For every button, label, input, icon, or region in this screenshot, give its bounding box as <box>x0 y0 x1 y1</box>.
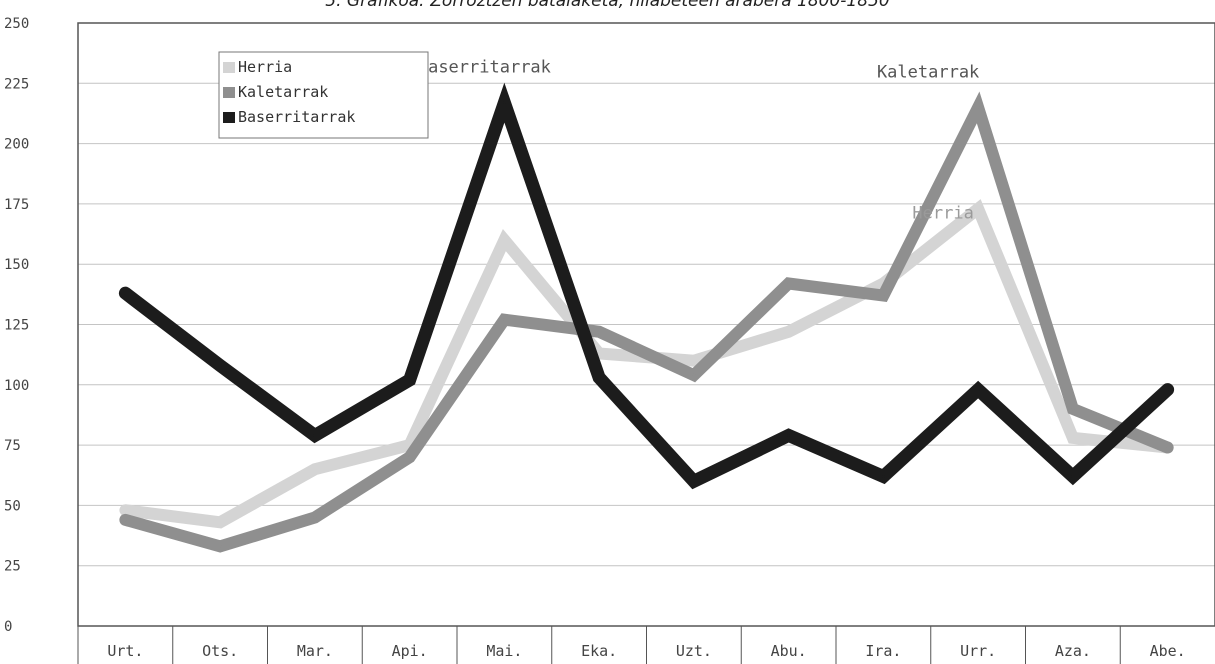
legend-swatch-kaletarrak <box>223 87 235 98</box>
data-point <box>313 515 317 519</box>
data-point <box>597 330 601 334</box>
y-tick-label: 25 <box>4 559 21 575</box>
x-tick-label: Uzt. <box>676 642 712 660</box>
data-point <box>597 376 601 380</box>
data-point <box>787 281 791 285</box>
data-point <box>976 388 980 392</box>
series-line-herria <box>119 199 1174 529</box>
data-point <box>787 433 791 437</box>
x-tick-label: Ira. <box>865 642 901 660</box>
y-tick-label: 250 <box>4 16 29 32</box>
series-line-baserritarrak <box>118 82 1175 490</box>
x-axis: Urt. Ots. Mar. Api. Mai. Eka. Uzt. Abu. Ira. Urr.… <box>77 626 1186 664</box>
legend-box <box>218 51 429 139</box>
x-tick-label: Api. <box>392 642 428 660</box>
chart-title: 5. Grafikoa: Zorroztzen bataiaketa, hila… <box>325 0 890 11</box>
y-tick-label: 100 <box>4 378 29 394</box>
data-point <box>597 351 601 355</box>
x-tick-label: Abu. <box>771 642 807 660</box>
x-tick-label: Mai. <box>486 642 522 660</box>
data-point <box>408 455 412 459</box>
data-point <box>1071 474 1075 478</box>
legend-swatch-baserritarrak <box>223 112 235 123</box>
legend-label: Kaletarrak <box>238 83 328 101</box>
data-point <box>787 330 791 334</box>
x-tick-label: Aza. <box>1055 642 1091 660</box>
y-tick-label: 150 <box>4 257 29 273</box>
x-tick-label: Ots. <box>202 642 238 660</box>
data-point <box>1166 446 1170 450</box>
data-point <box>502 318 506 322</box>
series-line-kaletarrak <box>119 91 1174 553</box>
data-point <box>692 479 696 483</box>
data-point <box>313 467 317 471</box>
y-tick-label: 50 <box>4 498 21 514</box>
y-tick-label: 0 <box>4 619 12 635</box>
annotation-herria: Herria <box>912 204 973 224</box>
annotation-baserritarrak: Baserritarrak <box>418 58 551 78</box>
data-point <box>502 238 506 242</box>
data-point <box>976 207 980 211</box>
data-point <box>881 474 885 478</box>
data-point <box>313 433 317 437</box>
data-point <box>218 520 222 524</box>
data-point <box>218 544 222 548</box>
data-point <box>123 508 127 512</box>
legend-swatch-herria <box>223 62 235 73</box>
data-point <box>692 359 696 363</box>
series-lines <box>118 82 1175 553</box>
y-tick-label: 200 <box>4 137 29 153</box>
data-point <box>218 364 222 368</box>
data-point <box>1166 388 1170 392</box>
annotations: Baserritarrak Kaletarrak Herria <box>418 58 979 224</box>
x-tick-label: Abe. <box>1150 642 1186 660</box>
y-tick-label: 125 <box>4 318 29 334</box>
y-tick-label: 225 <box>4 76 29 92</box>
y-tick-label: 75 <box>4 438 21 454</box>
legend-label: Herria <box>238 58 292 76</box>
data-point <box>1071 407 1075 411</box>
x-tick-label: Urt. <box>107 642 143 660</box>
x-tick-label: Urr. <box>960 642 996 660</box>
data-point <box>692 373 696 377</box>
data-point <box>123 291 127 295</box>
data-point <box>1071 436 1075 440</box>
data-point <box>123 518 127 522</box>
annotation-kaletarrak: Kaletarrak <box>877 62 979 82</box>
y-tick-label: 175 <box>4 197 29 213</box>
legend-label: Baserritarrak <box>238 108 355 126</box>
y-axis: 0 25 50 75 100 125 150 175 200 225 250 <box>4 16 29 635</box>
data-point <box>408 378 412 382</box>
data-point <box>502 101 506 105</box>
x-tick-label: Eka. <box>581 642 617 660</box>
legend: Herria Kaletarrak Baserritarrak <box>218 51 429 139</box>
data-point <box>976 105 980 109</box>
x-tick-label: Mar. <box>297 642 333 660</box>
data-point <box>881 294 885 298</box>
